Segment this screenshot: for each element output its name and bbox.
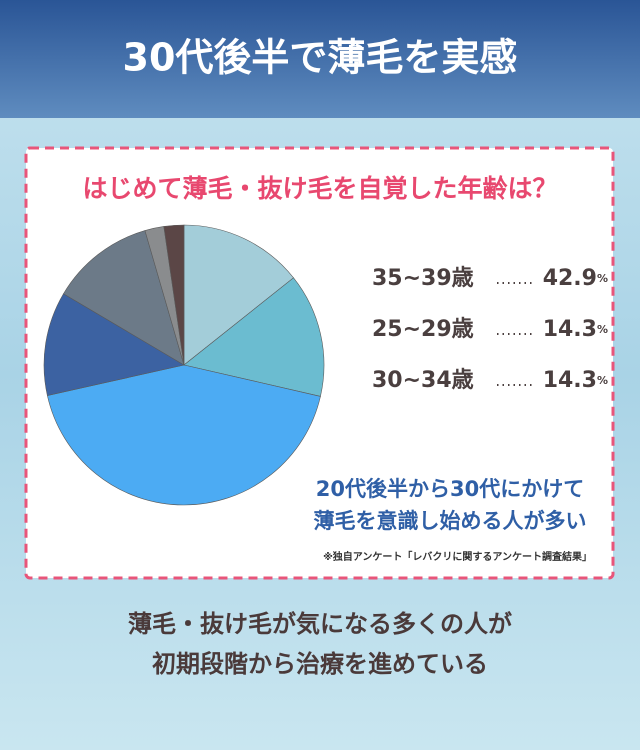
pie-slice — [43, 293, 185, 396]
header-title: 30代後半で薄毛を実感 — [123, 36, 518, 80]
list-label: 25~29歳 — [372, 317, 474, 342]
list-value: 14.3% — [543, 317, 608, 342]
pie-slice — [63, 230, 185, 366]
annotation: 薄毛を意識し始める人が多い — [314, 509, 587, 533]
footer-text: 初期段階から治療を進めている — [152, 650, 488, 678]
list-value: 42.9% — [543, 266, 608, 291]
list-label: 30~34歳 — [372, 368, 474, 393]
pie-slice — [163, 224, 185, 366]
footer-text: 薄毛・抜け毛が気になる多くの人が — [128, 610, 512, 638]
annotation: 20代後半から30代にかけて — [316, 477, 584, 501]
list-value: 14.3% — [543, 368, 608, 393]
header-band — [0, 0, 640, 118]
list-label: 35~39歳 — [372, 266, 474, 291]
source-note: ※独自アンケート「レバクリに関するアンケート調査結果」 — [323, 550, 592, 563]
chart-title: はじめて薄毛・抜け毛を自覚した年齢は？ — [82, 174, 557, 203]
pie-slice — [47, 364, 321, 506]
pie-slice — [183, 277, 325, 397]
pie-slice — [183, 224, 294, 366]
